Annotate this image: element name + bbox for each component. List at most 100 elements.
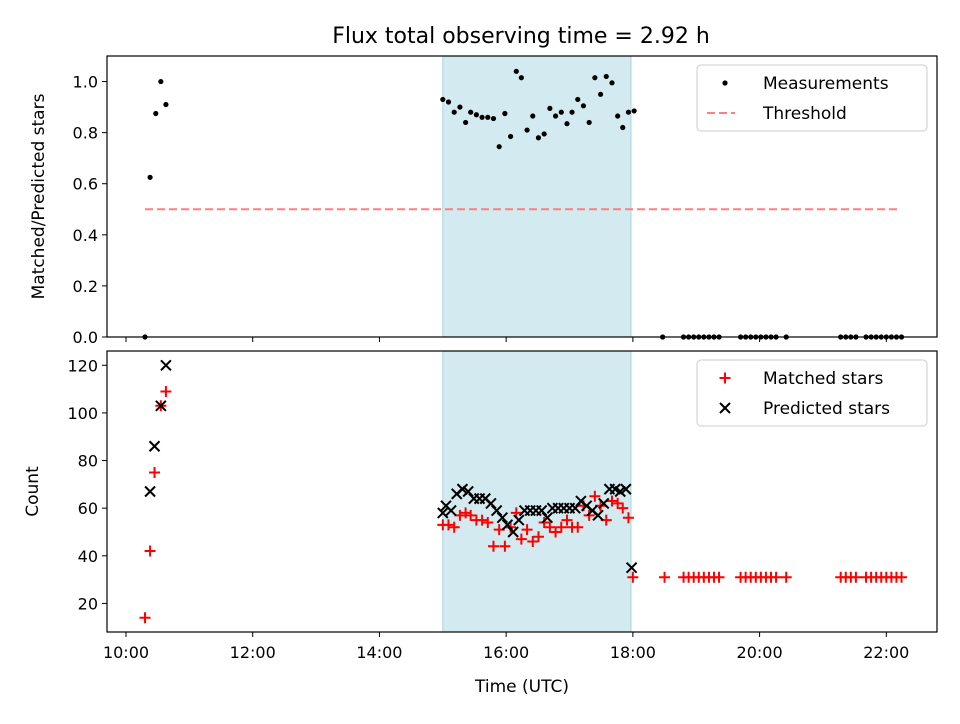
measurements-point <box>524 127 530 133</box>
measurements-point <box>558 109 564 115</box>
predicted-stars-point <box>620 483 632 495</box>
predicted-stars-point <box>490 504 503 517</box>
matched-stars-point <box>589 490 601 502</box>
measurements-point <box>507 133 514 140</box>
measurements-point <box>603 73 609 80</box>
predicted-stars-point <box>456 483 469 495</box>
y-tick-label: 80 <box>78 452 98 471</box>
matched-stars-point <box>515 533 527 545</box>
matched-stars-point <box>527 536 539 548</box>
matched-stars-point <box>550 526 562 538</box>
measurements-point <box>575 96 581 103</box>
x-tick-label: 22:00 <box>863 643 909 662</box>
measurements-point <box>620 124 626 131</box>
matched-stars-point <box>622 512 634 524</box>
measurements-point <box>518 75 524 81</box>
measurements-point <box>547 105 553 111</box>
measurements-point <box>631 108 637 114</box>
matched-stars-point <box>443 519 455 531</box>
x-tick-label: 14:00 <box>356 643 402 662</box>
legend-matched-stars-label: Matched stars <box>763 369 883 389</box>
legend-box <box>696 64 928 132</box>
predicted-stars-point <box>614 485 626 498</box>
matched-stars-point <box>482 516 494 528</box>
matched-stars-point <box>770 571 782 583</box>
measurements-point <box>541 131 547 137</box>
y-tick-label: 20 <box>78 594 98 613</box>
x-tick-label: 16:00 <box>483 643 529 662</box>
matched-stars-point <box>561 514 573 526</box>
matched-stars-point <box>617 502 629 514</box>
predicted-stars-point <box>598 497 610 510</box>
matched-stars-point <box>780 571 792 583</box>
matched-stars-point <box>896 571 908 583</box>
predicted-stars-point <box>513 514 525 526</box>
x-tick-label: 20:00 <box>737 643 783 662</box>
measurements-point <box>468 109 474 115</box>
legend-box <box>696 359 928 427</box>
matched-stars-point <box>465 509 477 521</box>
y-axis-label: Matched/Predicted stars <box>29 93 49 299</box>
measurements-point <box>513 68 519 74</box>
measurements-point <box>502 110 508 117</box>
y-tick-label: 100 <box>67 404 98 423</box>
measurements-point <box>473 112 479 118</box>
x-tick-label: 12:00 <box>230 643 276 662</box>
predicted-stars-point <box>535 504 548 517</box>
matched-stars-point <box>713 571 725 583</box>
y-tick-label: 0.8 <box>73 124 98 143</box>
matched-stars-point <box>532 531 544 543</box>
matched-stars-point <box>149 466 161 478</box>
matched-stars-point <box>612 497 624 509</box>
matched-stars-point <box>499 540 511 552</box>
predicted-stars-point <box>507 526 519 538</box>
measurements-point <box>496 144 502 150</box>
measurements-point <box>451 109 457 115</box>
measurements-point <box>569 109 575 115</box>
matched-stars-point <box>583 509 595 521</box>
matched-stars-point <box>144 545 156 557</box>
matched-stars-point <box>555 521 567 533</box>
x-tick-label: 10:00 <box>103 643 149 662</box>
y-tick-label: 120 <box>67 356 98 375</box>
y-tick-label: 1.0 <box>73 73 98 92</box>
predicted-stars-point <box>148 440 161 452</box>
panel-2-shaded-span <box>442 351 631 632</box>
panel-1-legend: Measurements Threshold <box>696 64 928 132</box>
y-tick-label: 0.4 <box>73 226 98 245</box>
y-tick-label: 0.0 <box>73 328 98 347</box>
measurements-point <box>609 80 615 86</box>
panel-2-plot-area <box>139 359 908 624</box>
figure-title: Flux total observing time = 2.92 h <box>332 24 710 49</box>
matched-stars-point <box>476 514 488 526</box>
measurements-point <box>597 91 604 97</box>
matched-stars-point <box>572 521 584 533</box>
measurements-point <box>440 96 446 103</box>
legend-predicted-stars-label: Predicted stars <box>763 399 890 419</box>
panel-1-shaded-span <box>442 56 631 337</box>
predicted-stars-point <box>592 509 604 522</box>
matched-stars-point <box>448 521 460 533</box>
measurements-point <box>158 78 164 85</box>
measurements-point <box>479 114 485 120</box>
matched-stars-point <box>487 540 499 552</box>
predicted-stars-point <box>501 519 514 531</box>
measurements-point <box>592 75 598 81</box>
measurements-point <box>147 174 153 180</box>
legend-threshold-label: Threshold <box>762 104 847 124</box>
matched-stars-point <box>544 521 556 533</box>
measurements-point <box>586 119 592 126</box>
predicted-stars-point <box>155 400 167 412</box>
matched-stars-point <box>460 507 472 519</box>
measurements-point <box>457 104 463 110</box>
predicted-stars-point <box>144 485 156 498</box>
matched-stars-point <box>160 385 172 397</box>
predicted-stars-point <box>485 497 497 510</box>
y-tick-label: 40 <box>78 547 98 566</box>
measurements-point <box>530 113 536 119</box>
legend-measurements-label: Measurements <box>763 74 889 94</box>
matched-stars-point <box>521 524 533 536</box>
predicted-stars-point <box>541 511 554 524</box>
